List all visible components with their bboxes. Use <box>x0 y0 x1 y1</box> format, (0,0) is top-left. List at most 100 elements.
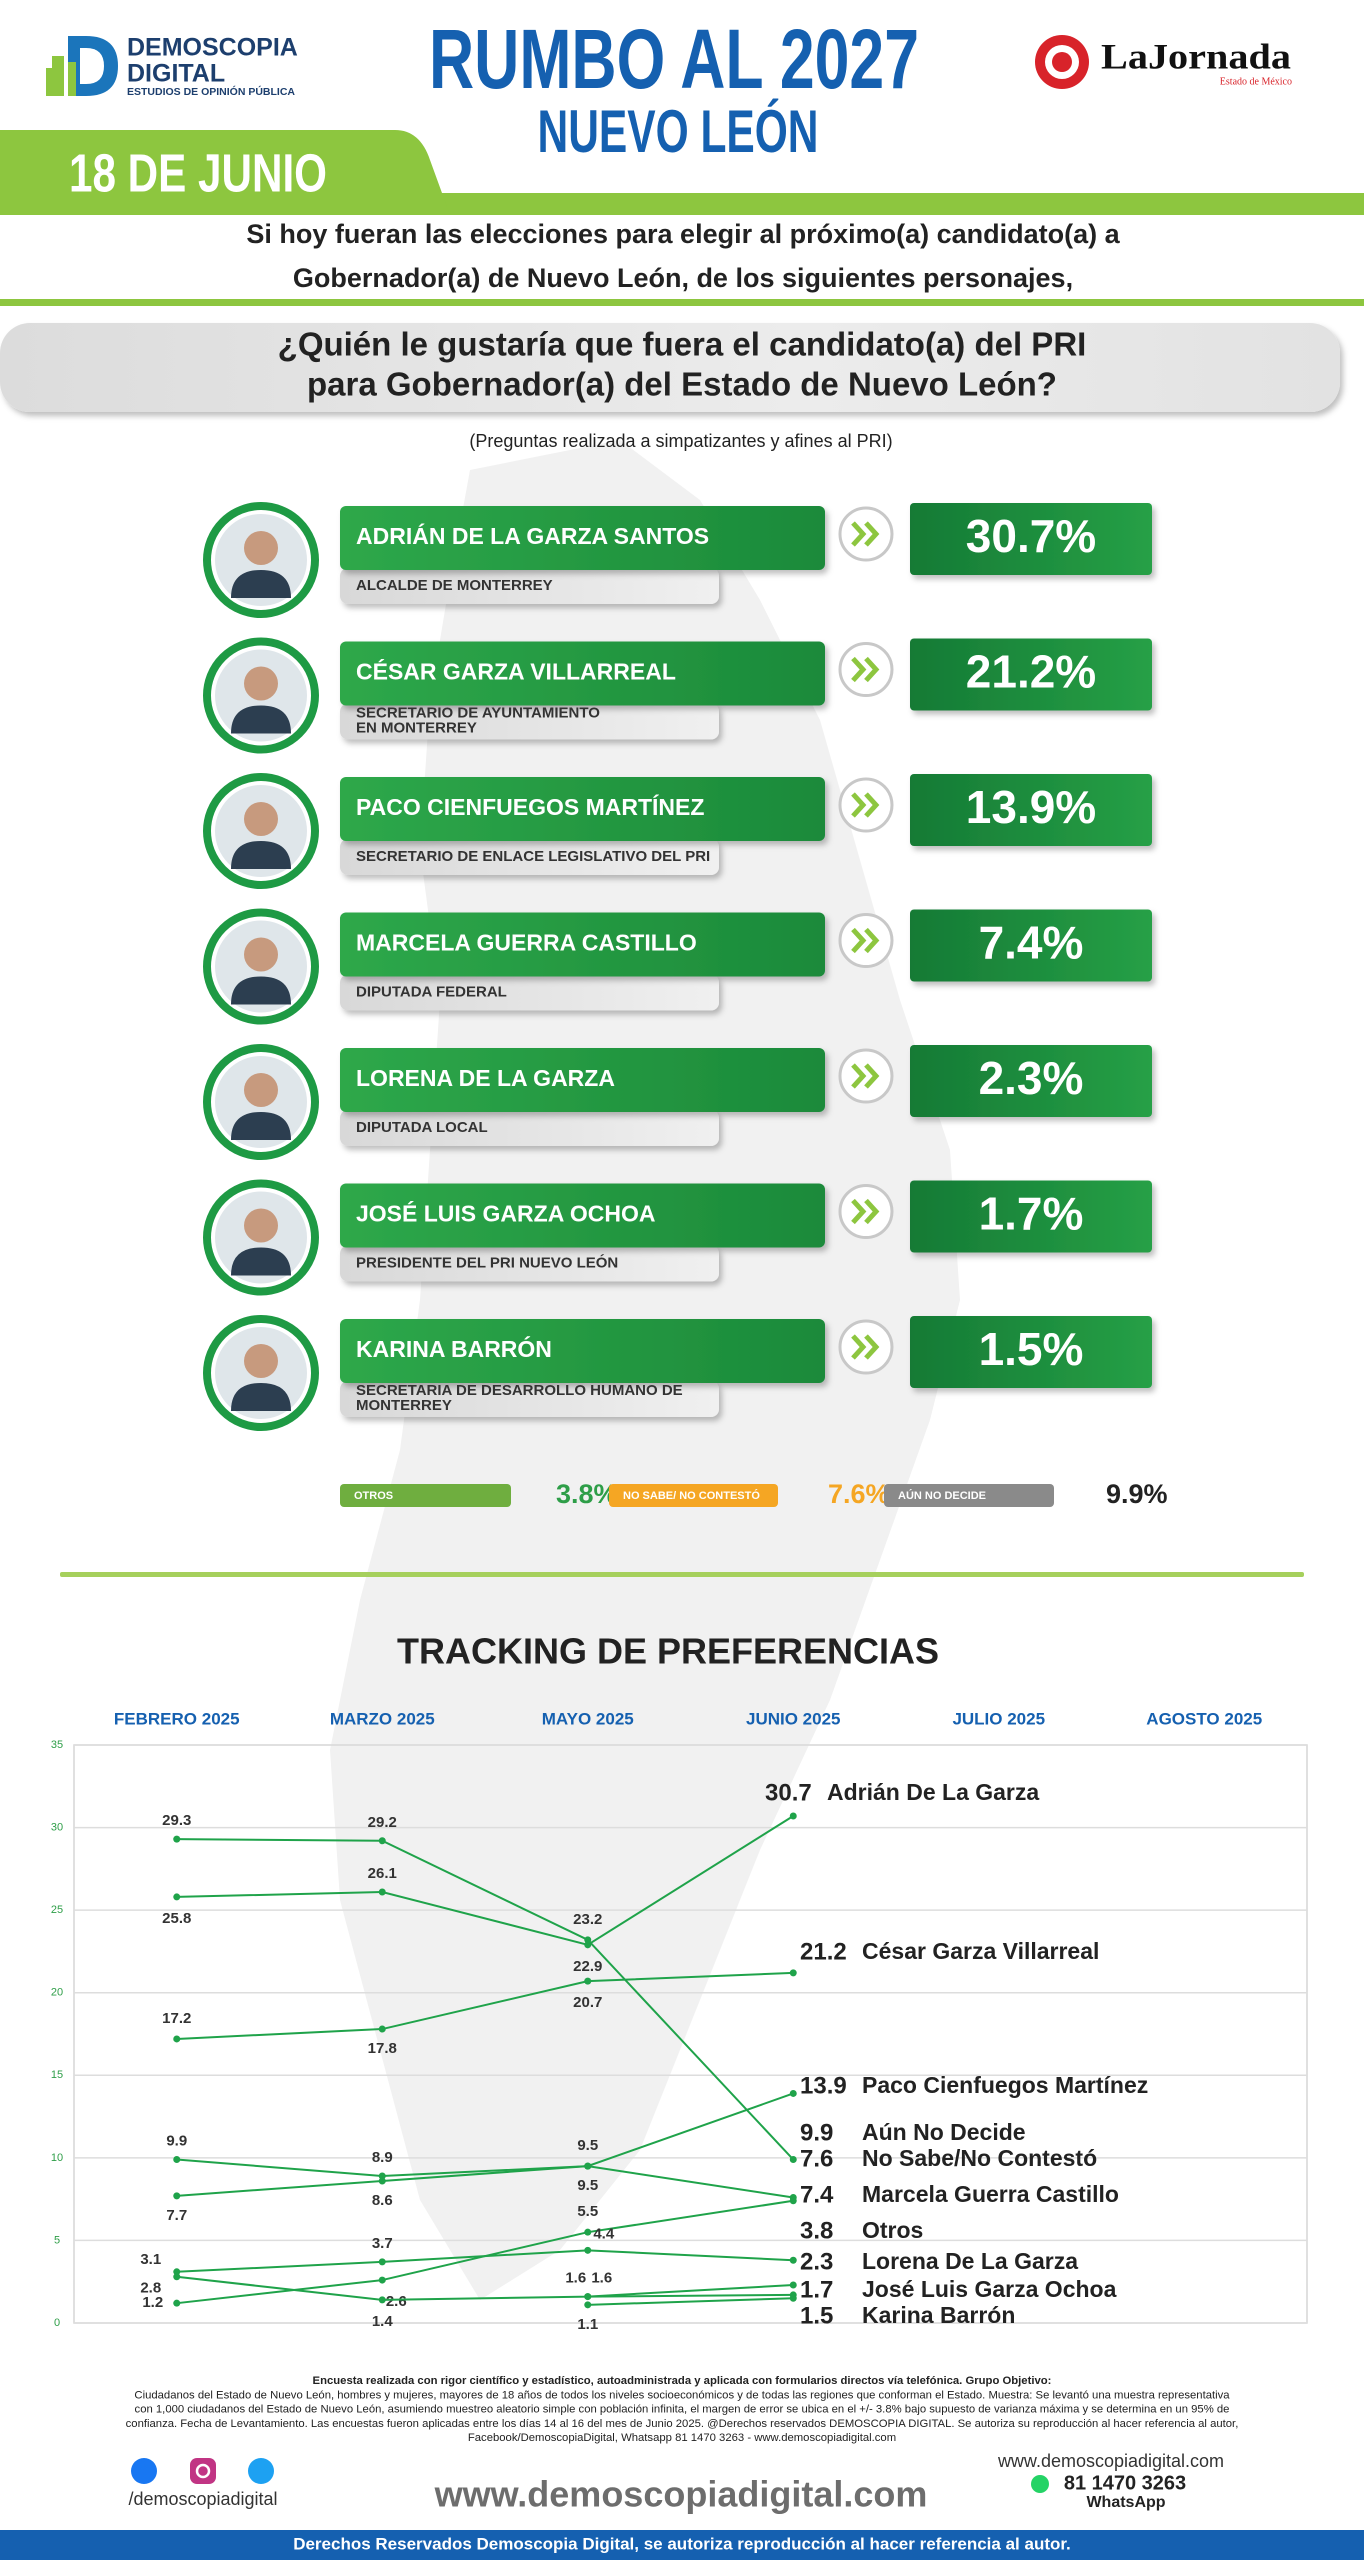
site: www.demoscopiadigital.com <box>434 2474 928 2515</box>
methodology-line: Encuesta realizada con rigor científico … <box>313 2375 1052 2387</box>
series-point <box>378 2276 386 2284</box>
y-tick-label: 0 <box>54 2317 60 2329</box>
value-label: 1.6 <box>591 2270 612 2287</box>
series-point <box>378 2296 386 2304</box>
series-point <box>584 2162 592 2170</box>
photo-head <box>244 937 278 972</box>
series-point <box>173 2156 181 2164</box>
y-tick-label: 15 <box>51 2069 63 2081</box>
legend-label: César Garza Villarreal <box>862 1938 1099 1964</box>
photo-head <box>244 1344 278 1378</box>
x-tick-label: FEBRERO 2025 <box>114 1709 240 1728</box>
date: 18 DE JUNIO <box>69 143 327 203</box>
methodology-line: Ciudadanos del Estado de Nuevo León, hom… <box>134 2389 1230 2401</box>
photo-body <box>231 1383 291 1411</box>
legend-label: Lorena De La Garza <box>862 2248 1078 2274</box>
series-point <box>584 2293 592 2301</box>
candidate-result: 1.7% <box>979 1188 1084 1240</box>
result-box <box>910 1045 1152 1117</box>
role-bar <box>340 1110 719 1146</box>
series-point <box>789 2281 797 2289</box>
series-line <box>176 1838 794 2161</box>
legend-label: Karina Barrón <box>862 2302 1015 2328</box>
name-bar <box>340 1319 825 1383</box>
series-point <box>789 2089 797 2097</box>
value-label: 2.8 <box>140 2280 161 2297</box>
facebook-icon[interactable] <box>131 2458 157 2484</box>
series-point <box>378 1888 386 1896</box>
candidate-result: 13.9% <box>966 781 1096 833</box>
candidate-row <box>203 773 1152 889</box>
y-tick-label: 10 <box>51 2152 63 2164</box>
candidate-result: 30.7% <box>966 510 1096 562</box>
series-line <box>176 2275 794 2301</box>
partner-logo <box>1035 35 1089 89</box>
photo-head <box>244 531 278 565</box>
partner-name: LaJornada <box>1101 36 1291 76</box>
other-label: NO SABE/ NO CONTESTÓ <box>623 1489 760 1502</box>
photo-head <box>244 1073 278 1107</box>
instagram-icon[interactable] <box>190 2458 216 2484</box>
arrow-chevrons <box>851 521 880 547</box>
x-tick-label: JULIO 2025 <box>952 1709 1045 1728</box>
candidate-role: SECRETARIA DE DESARROLLO HUMANO DE <box>356 1382 683 1399</box>
other-label: OTROS <box>354 1490 393 1502</box>
arrow-chevrons <box>851 927 880 954</box>
social-icons[interactable] <box>131 2458 274 2484</box>
result-box <box>910 1180 1152 1253</box>
legend-label: Aún No Decide <box>862 2119 1026 2145</box>
name-bar <box>340 1048 825 1112</box>
value-label: 8.6 <box>372 2192 393 2209</box>
other-result: 9.9% <box>1106 1479 1168 1509</box>
end-value-label: 7.6 <box>800 2145 833 2172</box>
value-label: 2.6 <box>386 2293 407 2310</box>
photo-head <box>244 666 278 701</box>
candidate-row <box>203 637 1152 754</box>
role-bar <box>340 1381 719 1417</box>
phone: 81 1470 3263 <box>1064 2472 1186 2494</box>
series-point <box>378 2177 386 2185</box>
end-value-label: 2.3 <box>800 2248 833 2275</box>
candidate-role: MONTERREY <box>356 1397 452 1414</box>
x-tick-label: AGOSTO 2025 <box>1146 1709 1262 1728</box>
rights-bar <box>0 2530 1364 2560</box>
twitter-icon[interactable] <box>248 2458 274 2484</box>
value-label: 17.8 <box>368 2040 397 2057</box>
chart-title: TRACKING DE PREFERENCIAS <box>397 1631 939 1672</box>
photo-body <box>231 841 291 869</box>
candidate-result: 7.4% <box>979 917 1084 969</box>
value-label: 9.9 <box>166 2132 187 2149</box>
candidate-row <box>203 908 1152 1025</box>
result-box <box>910 909 1152 982</box>
intro-line: Si hoy fueran las elecciones para elegir… <box>246 219 1120 249</box>
end-value-label: 1.7 <box>800 2276 833 2303</box>
value-label: 23.2 <box>573 1911 602 1928</box>
methodology-line: con 1,000 ciudadanos del Estado de Nuevo… <box>135 2404 1230 2416</box>
other-label: AÚN NO DECIDE <box>898 1489 986 1502</box>
photo-head <box>244 802 278 836</box>
series-line <box>176 2249 794 2273</box>
contact-site: www.demoscopiadigital.com <box>997 2451 1224 2471</box>
end-value-label: 3.8 <box>800 2217 833 2244</box>
candidate-role: PRESIDENTE DEL PRI NUEVO LEÓN <box>356 1253 618 1271</box>
series-point <box>584 1936 592 1944</box>
series-point <box>789 2294 797 2302</box>
photo-body <box>231 1247 291 1276</box>
series-line <box>176 1971 794 2040</box>
end-value-label: 13.9 <box>800 2072 847 2099</box>
arrow-chevrons <box>851 1063 880 1089</box>
series-line <box>176 2092 794 2197</box>
candidate-row <box>203 1315 1152 1431</box>
role-bar <box>340 974 719 1011</box>
candidate-result: 1.5% <box>979 1323 1084 1375</box>
result-box <box>910 503 1152 575</box>
name-bar <box>340 1183 825 1248</box>
end-value-label: 1.5 <box>800 2302 833 2329</box>
arrow-chevrons <box>851 1334 880 1360</box>
series-point <box>789 2197 797 2205</box>
question-box <box>0 323 1340 412</box>
logo-name: DIGITAL <box>127 60 225 88</box>
y-tick-label: 20 <box>51 1987 63 1999</box>
logo-tagline: ESTUDIOS DE OPINIÓN PÚBLICA <box>127 85 295 98</box>
value-label: 9.5 <box>577 2137 598 2154</box>
